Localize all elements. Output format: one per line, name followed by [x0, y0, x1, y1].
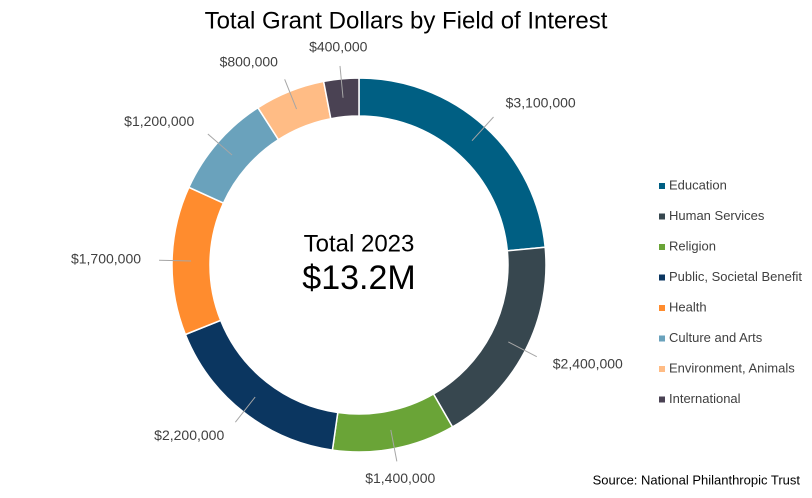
data-label: $800,000 [220, 53, 279, 69]
data-label: $2,400,000 [553, 356, 623, 372]
slice [322, 77, 360, 120]
legend-label: Human Services [669, 208, 765, 223]
center-total: $13.2M [302, 259, 415, 297]
leader-line [159, 259, 192, 262]
legend-label: Culture and Arts [669, 330, 763, 345]
leader-line [508, 341, 537, 358]
legend-swatch [659, 366, 665, 372]
legend-label: Public, Societal Benefit [669, 269, 802, 284]
leader-line [207, 133, 233, 156]
leader-line [471, 116, 494, 142]
data-label: $3,100,000 [506, 94, 576, 110]
slice [432, 246, 547, 428]
data-label: $2,200,000 [154, 427, 224, 443]
legend-swatch [659, 305, 665, 311]
center-label: Total 2023 [304, 230, 415, 257]
legend-swatch [659, 274, 665, 281]
legend-label: International [669, 391, 741, 406]
leader-line [234, 396, 256, 423]
leader-line [339, 65, 344, 98]
data-label: $1,400,000 [365, 470, 435, 486]
slice [331, 393, 454, 453]
legend-swatch [659, 335, 665, 342]
legend-swatch [659, 396, 665, 403]
chart-title: Total Grant Dollars by Field of Interest [205, 7, 608, 34]
source: Source: National Philanthropic Trust [593, 472, 801, 487]
leader-line [390, 429, 398, 462]
legend-label: Education [669, 177, 727, 192]
leader-line [284, 79, 298, 110]
legend-swatch [659, 244, 665, 250]
legend-swatch [659, 183, 665, 189]
data-label: $1,200,000 [124, 113, 194, 129]
data-label: $400,000 [309, 39, 368, 55]
slice [187, 106, 280, 205]
data-label: $1,700,000 [71, 251, 141, 267]
legend-label: Environment, Animals [669, 360, 795, 375]
legend-label: Religion [669, 238, 716, 253]
legend-label: Health [669, 299, 707, 314]
legend-swatch [659, 213, 665, 220]
